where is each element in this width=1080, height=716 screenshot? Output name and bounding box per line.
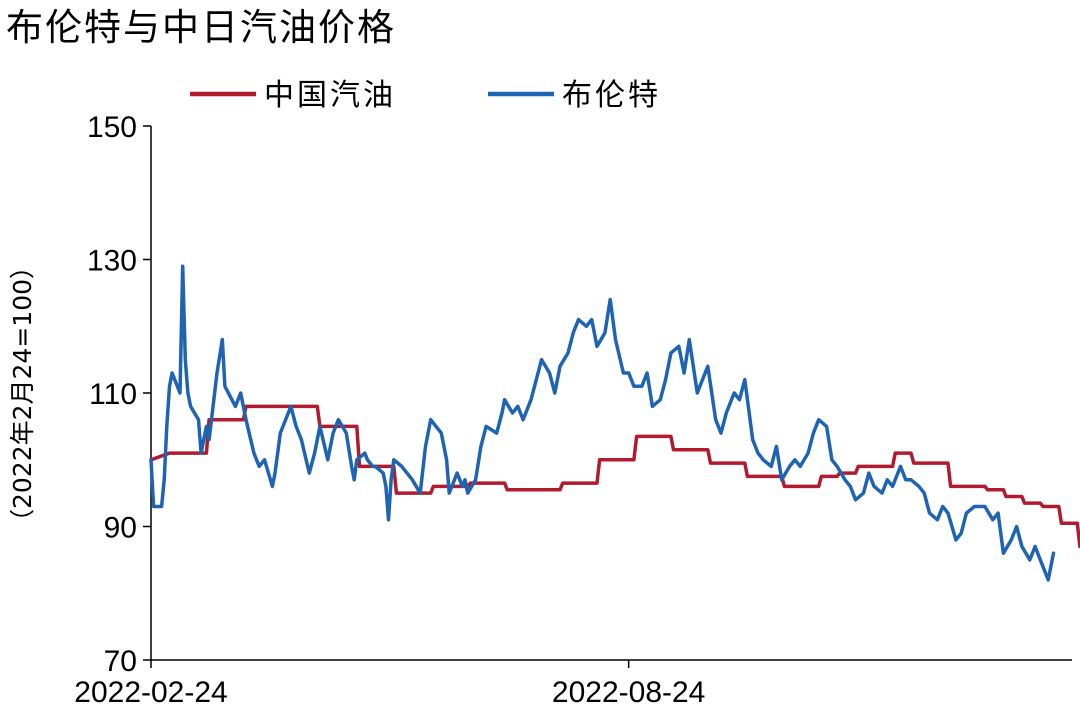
y-tick-label: 110 (89, 378, 137, 411)
legend: 中国汽油 布伦特 (190, 78, 661, 113)
y-axis: 70 90 110 130 150 (87, 111, 152, 678)
legend-label-0: 中国汽油 (264, 78, 396, 113)
y-axis-label: （2022年2月24=100） (8, 254, 37, 534)
x-tick-label: 2022-08-24 (552, 676, 705, 709)
x-tick-label: 2022-02-24 (74, 676, 227, 709)
y-tick-label: 130 (87, 245, 137, 278)
chart-title: 布伦特与中日汽油价格 (6, 6, 396, 49)
legend-label-1: 布伦特 (562, 78, 661, 113)
x-axis: 2022-02-24 2022-08-24 (74, 659, 1072, 709)
y-tick-label: 150 (87, 111, 137, 144)
y-tick-label: 90 (104, 512, 137, 545)
series-layer (149, 264, 1080, 582)
series-line-1 (149, 264, 1056, 582)
series-line-0 (149, 404, 1080, 549)
y-tick-label: 70 (104, 645, 137, 678)
